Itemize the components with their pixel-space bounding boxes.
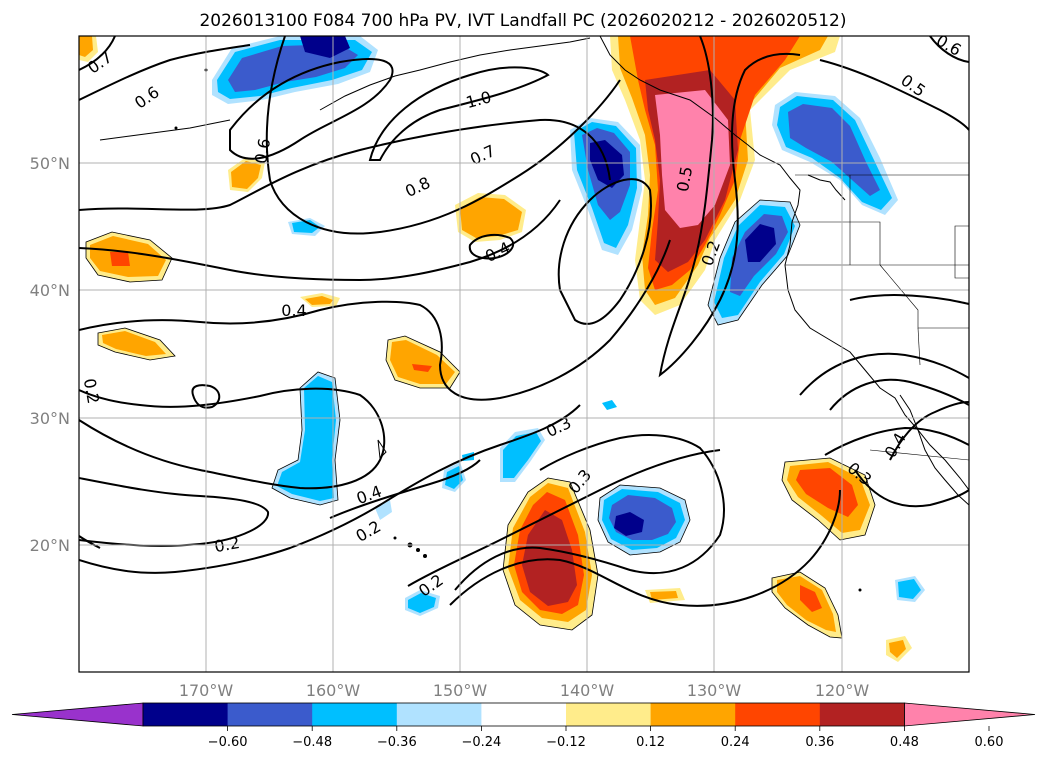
colorbar-tick-label: −0.24 <box>461 735 501 750</box>
shading-negative <box>212 36 925 616</box>
lat-label: 50°N <box>30 154 70 173</box>
colorbar-tick-label: −0.12 <box>546 735 586 750</box>
shading-positive-small <box>79 36 912 662</box>
colorbar: −0.60 −0.48 −0.36 −0.24 −0.12 0.12 0.24 0.36 0.4… <box>11 702 1036 750</box>
colorbar-extend-high <box>904 702 1036 727</box>
colorbar-tick-label: −0.36 <box>377 735 417 750</box>
colorbar-tick-label: −0.60 <box>208 735 248 750</box>
lon-label: 160°W <box>306 681 361 700</box>
contour-label: 0.2 <box>80 377 103 405</box>
map-title: 2026013100 F084 700 hPa PV, IVT Landfall… <box>199 11 846 31</box>
map-frame <box>78 35 970 673</box>
lat-label: 40°N <box>30 281 70 300</box>
shading-positive-subtropical <box>503 478 598 630</box>
pv-contours <box>79 36 969 607</box>
colorbar-segment <box>227 703 313 726</box>
colorbar-tick-label: −0.48 <box>292 735 332 750</box>
colorbar-segment <box>650 703 736 726</box>
coastlines <box>99 36 969 506</box>
colorbar-tick-label: 0.36 <box>805 735 834 750</box>
lon-label: 120°W <box>815 681 870 700</box>
contour-label: 0.5 <box>673 165 696 193</box>
colorbar-tick-label: 0.12 <box>636 735 665 750</box>
contour-label: 0.6 <box>251 137 274 165</box>
latitude-labels: 50°N 40°N 30°N 20°N <box>30 154 70 555</box>
lon-label: 140°W <box>560 681 615 700</box>
colorbar-tick-label: 0.24 <box>721 735 750 750</box>
contour-label: 0.4 <box>281 301 306 320</box>
lon-label: 150°W <box>433 681 488 700</box>
colorbar-segment <box>735 703 821 726</box>
colorbar-tick-label: 0.60 <box>975 735 1004 750</box>
lon-label: 170°W <box>179 681 234 700</box>
colorbar-segment <box>143 703 229 726</box>
colorbar-outline <box>142 702 905 727</box>
colorbar-extend-low <box>11 702 144 727</box>
lon-label: 130°W <box>687 681 742 700</box>
colorbar-segment <box>481 703 567 726</box>
colorbar-segment <box>819 703 905 726</box>
colorbar-segment <box>312 703 398 726</box>
map-panel: 0.7 0.6 0.6 1.0 0.7 0.8 0.4 0.4 0.5 0.2 … <box>79 36 969 672</box>
longitude-labels: 170°W 160°W 150°W 140°W 130°W 120°W <box>179 681 870 700</box>
gridlines <box>79 36 969 672</box>
lat-label: 20°N <box>30 536 70 555</box>
colorbar-segment <box>566 703 652 726</box>
shading-outlines <box>85 199 876 639</box>
lat-label: 30°N <box>30 409 70 428</box>
colorbar-tick-label: 0.48 <box>890 735 919 750</box>
colorbar-segment <box>396 703 482 726</box>
